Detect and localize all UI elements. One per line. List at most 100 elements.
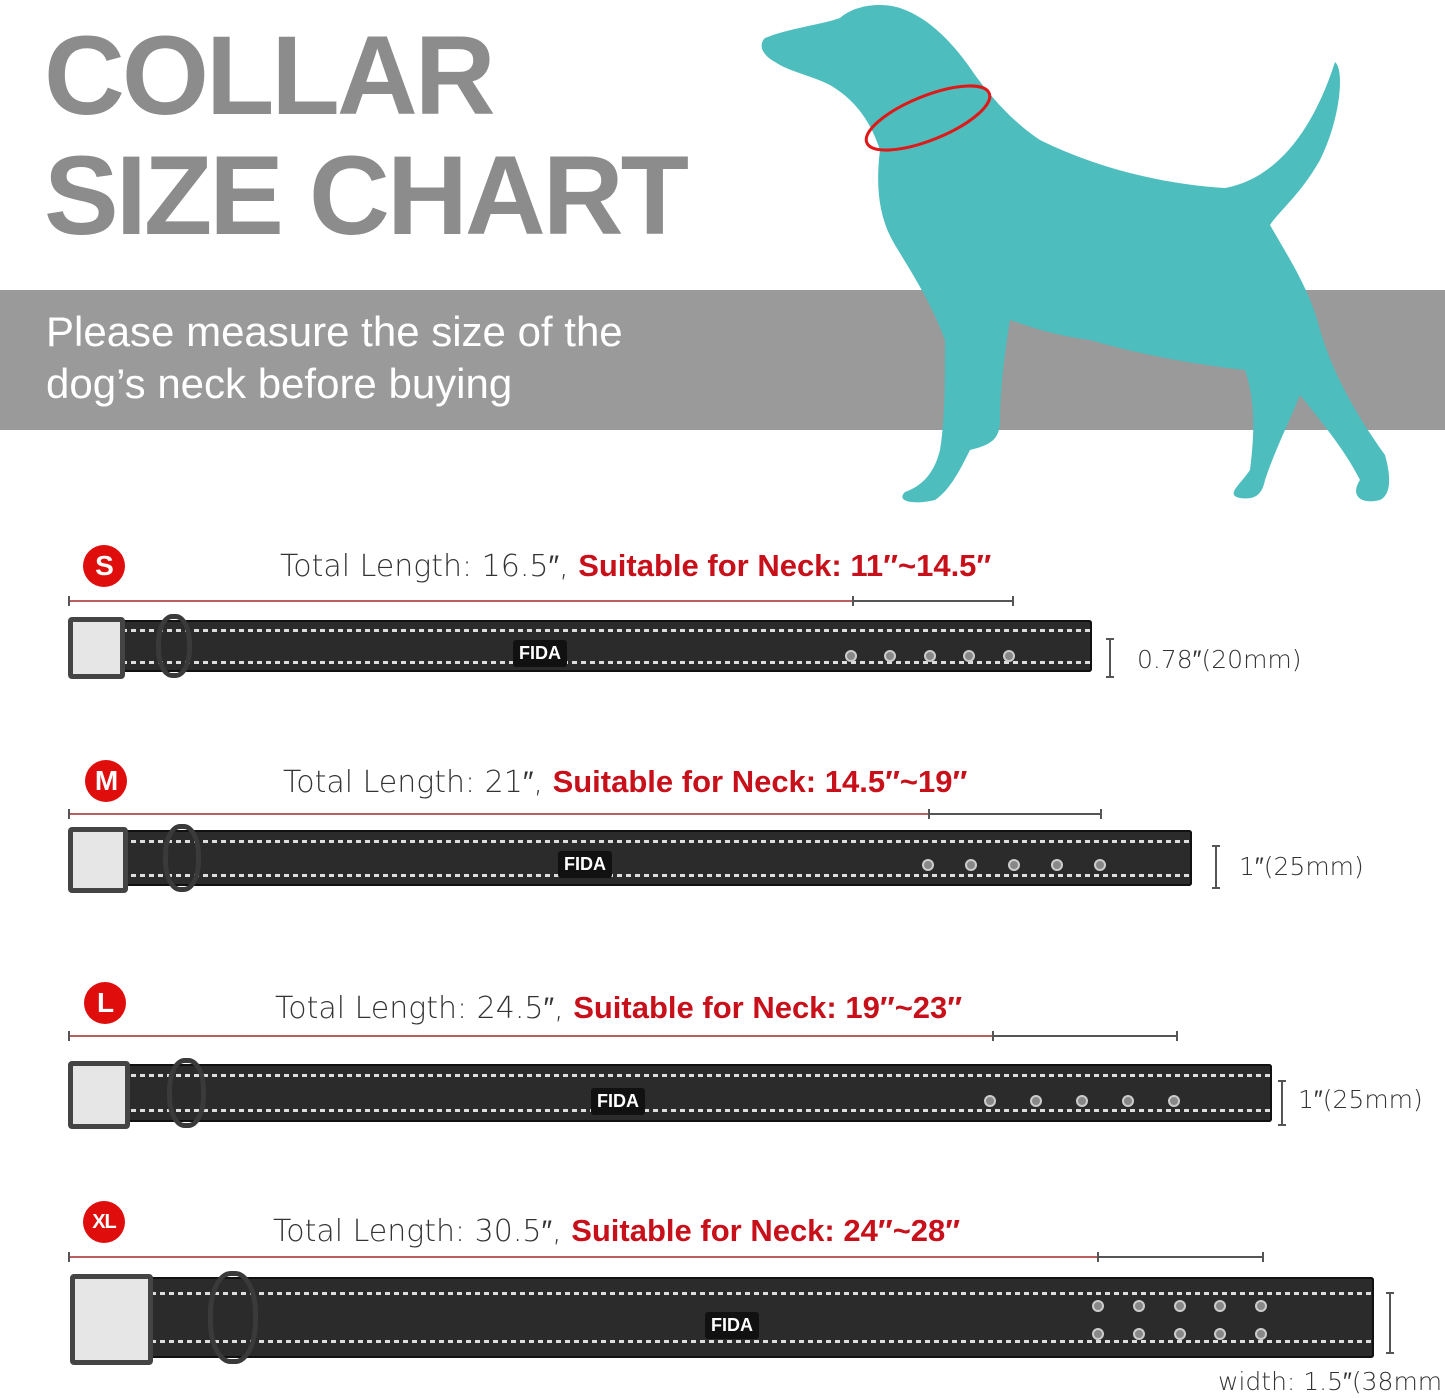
collar-hole	[1214, 1328, 1226, 1340]
width-label: 1″(25mm)	[1298, 1085, 1423, 1114]
width-indicator-icon	[1278, 1080, 1286, 1126]
collar-image	[70, 1271, 1374, 1365]
buckle-icon	[68, 1061, 131, 1129]
ruler-tick	[68, 596, 70, 606]
collar-hole	[1133, 1300, 1145, 1312]
collar-hole	[922, 859, 934, 871]
width-indicator-icon	[1106, 638, 1114, 678]
width-label: width: 1.5″(38mm)	[1218, 1367, 1445, 1396]
collar-hole	[963, 650, 975, 662]
d-ring-icon	[166, 1058, 206, 1128]
collar-image	[68, 824, 1192, 893]
collar-image	[68, 1058, 1272, 1129]
collar-hole	[884, 650, 896, 662]
buckle-icon	[70, 1274, 153, 1365]
collar-hole	[1122, 1095, 1134, 1107]
collar-hole	[1255, 1328, 1267, 1340]
ruler-tick	[992, 1031, 994, 1041]
collar-hole	[1255, 1300, 1267, 1312]
collar-hole	[1092, 1300, 1104, 1312]
ruler-tick	[1176, 1031, 1178, 1041]
brand-logo: FIDA	[705, 1312, 759, 1339]
ruler-tick	[1097, 1252, 1099, 1262]
subtitle-line-2: dog’s neck before buying	[46, 360, 513, 407]
reflective-stitch	[70, 1340, 1374, 1343]
ruler-tick	[852, 596, 854, 606]
brand-logo: FIDA	[558, 851, 612, 878]
collar-hole	[1174, 1328, 1186, 1340]
d-ring-icon	[207, 1271, 259, 1364]
width-label: 1″(25mm)	[1239, 852, 1364, 881]
length-ruler	[68, 1035, 992, 1037]
adjust-ruler	[928, 813, 1100, 815]
reflective-stitch	[68, 840, 1192, 843]
title-line-2: SIZE CHART	[44, 133, 689, 258]
size-badge: S	[83, 545, 125, 587]
adjust-ruler	[992, 1035, 1176, 1037]
reflective-stitch	[68, 874, 1192, 877]
collar-hole	[1133, 1328, 1145, 1340]
neck-range: Suitable for Neck: 24″~28″	[571, 1213, 961, 1248]
buckle-icon	[68, 617, 125, 679]
neck-range: Suitable for Neck: 14.5″~19″	[552, 764, 968, 799]
collar-hole	[845, 650, 857, 662]
collar-hole	[1214, 1300, 1226, 1312]
collar-hole	[1094, 859, 1106, 871]
collar-hole	[1030, 1095, 1042, 1107]
total-length: Total Length: 30.5″,	[273, 1214, 562, 1249]
total-length: Total Length: 24.5″,	[275, 991, 564, 1026]
collar-hole	[1092, 1328, 1104, 1340]
buckle-icon	[68, 827, 129, 893]
title-line-1: COLLAR	[44, 13, 496, 138]
reflective-stitch	[70, 1292, 1374, 1295]
ruler-tick	[68, 1252, 70, 1262]
collar-hole	[984, 1095, 996, 1107]
collar-image	[68, 614, 1092, 679]
adjust-ruler	[852, 600, 1012, 602]
collar-hole	[1174, 1300, 1186, 1312]
brand-logo: FIDA	[591, 1088, 645, 1115]
length-ruler	[68, 600, 852, 602]
reflective-stitch	[68, 661, 1092, 664]
size-description: Total Length: 30.5″, Suitable for Neck: …	[273, 1213, 960, 1249]
ruler-tick	[1012, 596, 1014, 606]
adjust-ruler	[1097, 1256, 1262, 1258]
width-indicator-icon	[1212, 845, 1220, 889]
neck-range: Suitable for Neck: 11″~14.5″	[578, 548, 992, 583]
collar-hole	[1168, 1095, 1180, 1107]
size-description: Total Length: 16.5″, Suitable for Neck: …	[280, 548, 991, 584]
total-length: Total Length: 16.5″,	[280, 549, 569, 584]
ruler-tick	[928, 809, 930, 819]
ruler-tick	[1100, 809, 1102, 819]
width-indicator-icon	[1386, 1292, 1394, 1354]
ruler-tick	[1262, 1252, 1264, 1262]
size-badge: L	[84, 982, 126, 1024]
ruler-tick	[68, 1031, 70, 1041]
size-description: Total Length: 21″, Suitable for Neck: 14…	[283, 764, 967, 800]
collar-hole	[1076, 1095, 1088, 1107]
collar-hole	[924, 650, 936, 662]
size-badge: XL	[83, 1201, 125, 1243]
subtitle-line-1: Please measure the size of the	[46, 308, 623, 355]
length-ruler	[68, 813, 928, 815]
dog-silhouette-icon	[761, 5, 1390, 503]
reflective-stitch	[68, 1074, 1272, 1077]
collar-outline-icon	[864, 84, 992, 152]
size-badge: M	[85, 760, 127, 802]
length-ruler	[68, 1256, 1097, 1258]
collar-hole	[965, 859, 977, 871]
reflective-stitch	[68, 629, 1092, 632]
ruler-tick	[68, 809, 70, 819]
collar-hole	[1003, 650, 1015, 662]
subtitle: Please measure the size of the dog’s nec…	[46, 306, 623, 410]
width-label: 0.78″(20mm)	[1137, 645, 1302, 674]
reflective-stitch	[68, 1109, 1272, 1112]
d-ring-icon	[156, 614, 193, 678]
total-length: Total Length: 21″,	[283, 765, 544, 800]
d-ring-icon	[163, 824, 202, 892]
brand-logo: FIDA	[513, 640, 567, 667]
collar-hole	[1051, 859, 1063, 871]
collar-hole	[1008, 859, 1020, 871]
size-description: Total Length: 24.5″, Suitable for Neck: …	[275, 990, 962, 1026]
neck-range: Suitable for Neck: 19″~23″	[573, 990, 963, 1025]
